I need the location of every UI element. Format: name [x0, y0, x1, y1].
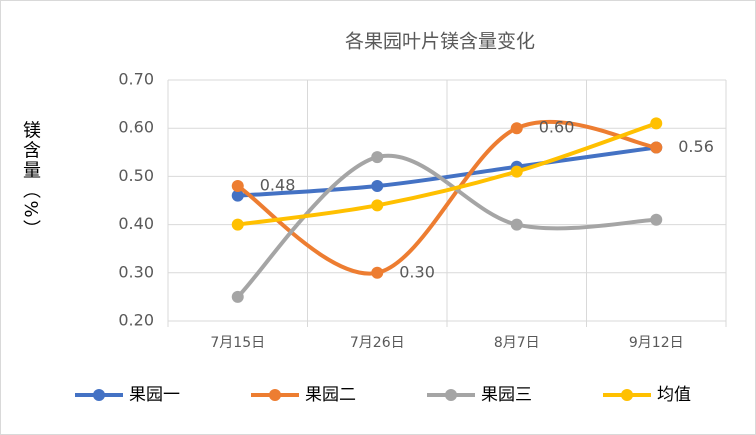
series-line [235, 119, 659, 276]
y-tick-label: 0.40 [118, 214, 154, 233]
series-line [235, 121, 659, 227]
y-tick-label: 0.30 [118, 262, 154, 281]
data-label: 0.48 [260, 176, 296, 195]
legend-marker [621, 389, 633, 401]
data-point [371, 151, 384, 164]
x-tick-label: 9月12日 [629, 335, 684, 351]
chart-title: 各果园叶片镁含量变化 [345, 31, 535, 53]
legend-label: 果园三 [481, 385, 532, 405]
data-label: 0.56 [678, 137, 714, 156]
x-tick-label: 7月26日 [350, 335, 405, 351]
data-point [510, 165, 523, 178]
data-point [510, 218, 523, 231]
data-point [650, 117, 663, 130]
y-tick-label: 0.50 [118, 166, 154, 185]
data-point [650, 213, 663, 226]
legend-marker [445, 389, 457, 401]
data-point [650, 141, 663, 154]
series-line [235, 145, 659, 198]
legend-label: 均值 [657, 385, 691, 405]
y-axis-label: 镁含量（%） [20, 120, 41, 239]
data-point [371, 266, 384, 279]
x-tick-label: 7月15日 [210, 335, 265, 351]
data-point [510, 122, 523, 135]
legend-marker [93, 389, 105, 401]
data-point [371, 199, 384, 212]
data-point [231, 290, 244, 303]
y-tick-label: 0.20 [118, 311, 154, 330]
legend-marker [269, 389, 281, 401]
y-tick-label: 0.60 [118, 118, 154, 137]
y-tick-label: 0.70 [118, 70, 154, 89]
data-point [231, 180, 244, 193]
data-point [231, 189, 244, 202]
data-label: 0.60 [539, 118, 575, 137]
data-point [231, 218, 244, 231]
data-point [371, 180, 384, 193]
legend-label: 果园二 [305, 385, 356, 405]
series-line [235, 153, 659, 299]
legend-label: 果园一 [129, 385, 180, 405]
data-label: 0.30 [399, 262, 435, 281]
x-tick-label: 8月7日 [494, 335, 540, 351]
